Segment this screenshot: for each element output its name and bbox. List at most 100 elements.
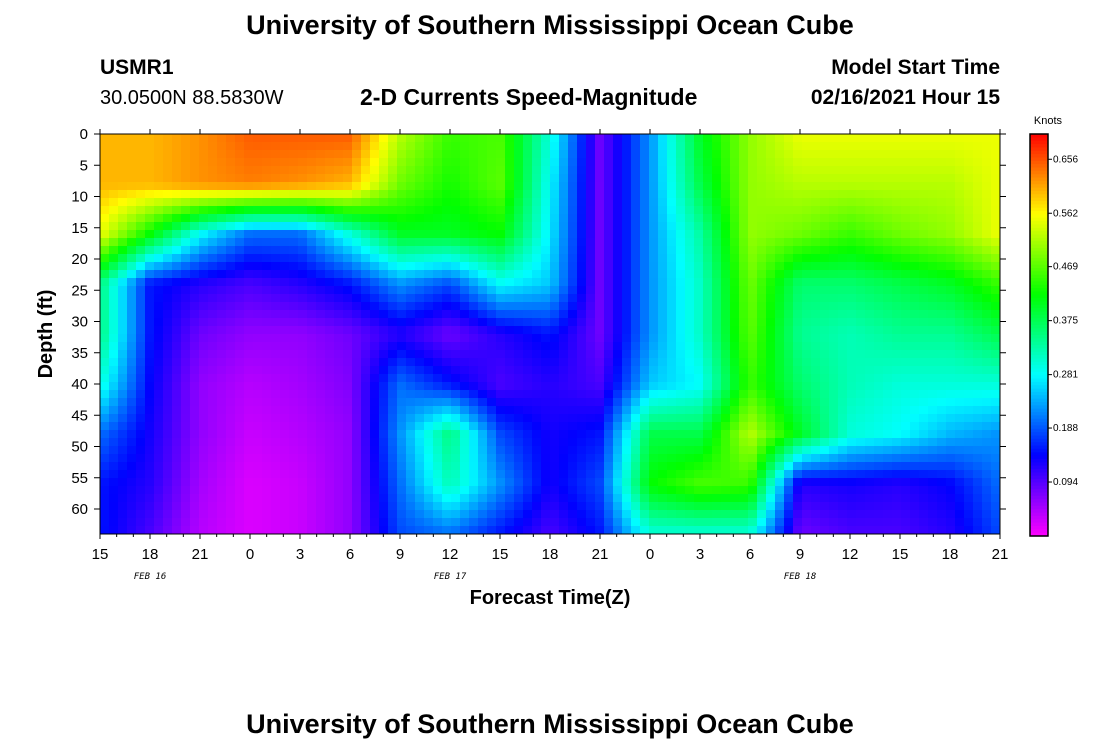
heatmap-cell [514, 174, 524, 183]
heatmap-cell [271, 278, 281, 287]
heatmap-cell [109, 254, 119, 263]
heatmap-cell [730, 326, 740, 335]
heatmap-cell [919, 230, 929, 239]
heatmap-cell [334, 318, 344, 327]
heatmap-cell [784, 462, 794, 471]
heatmap-cell [802, 382, 812, 391]
heatmap-cell [586, 406, 596, 415]
heatmap-cell [658, 486, 668, 495]
heatmap-cell [235, 214, 245, 223]
heatmap-cell [730, 214, 740, 223]
heatmap-cell [289, 358, 299, 367]
heatmap-cell [721, 462, 731, 471]
heatmap-cell [847, 446, 857, 455]
heatmap-cell [289, 134, 299, 143]
heatmap-cell [325, 350, 335, 359]
heatmap-cell [739, 326, 749, 335]
heatmap-cell [190, 510, 200, 519]
heatmap-cell [982, 326, 992, 335]
heatmap-cell [496, 254, 506, 263]
heatmap-cell [721, 382, 731, 391]
heatmap-cell [226, 350, 236, 359]
heatmap-cell [424, 438, 434, 447]
heatmap-cell [613, 502, 623, 511]
heatmap-cell [172, 270, 182, 279]
heatmap-cell [271, 174, 281, 183]
heatmap-cell [739, 350, 749, 359]
heatmap-cell [433, 206, 443, 215]
heatmap-cell [100, 190, 110, 199]
heatmap-cell [172, 214, 182, 223]
heatmap-cell [487, 350, 497, 359]
heatmap-cell [982, 478, 992, 487]
heatmap-cell [748, 182, 758, 191]
heatmap-cell [388, 454, 398, 463]
heatmap-cell [676, 206, 686, 215]
heatmap-cell [154, 350, 164, 359]
heatmap-cell [937, 478, 947, 487]
heatmap-cell [478, 174, 488, 183]
heatmap-cell [451, 366, 461, 375]
heatmap-cell [631, 446, 641, 455]
heatmap-cell [622, 446, 632, 455]
heatmap-cell [343, 398, 353, 407]
heatmap-cell [505, 366, 515, 375]
heatmap-cell [982, 406, 992, 415]
heatmap-cell [595, 166, 605, 175]
heatmap-cell [874, 470, 884, 479]
heatmap-cell [280, 182, 290, 191]
heatmap-cell [406, 382, 416, 391]
heatmap-cell [991, 302, 1000, 311]
heatmap-cell [901, 262, 911, 271]
heatmap-cell [415, 438, 425, 447]
heatmap-cell [865, 414, 875, 423]
heatmap-cell [316, 222, 326, 231]
heatmap-cell [253, 134, 263, 143]
heatmap-cell [568, 478, 578, 487]
heatmap-cell [532, 190, 542, 199]
heatmap-cell [694, 478, 704, 487]
heatmap-cell [901, 318, 911, 327]
heatmap-cell [136, 214, 146, 223]
heatmap-cell [487, 454, 497, 463]
heatmap-cell [793, 198, 803, 207]
heatmap-cell [856, 238, 866, 247]
heatmap-cell [271, 390, 281, 399]
heatmap-cell [532, 350, 542, 359]
heatmap-cell [829, 142, 839, 151]
heatmap-cell [685, 358, 695, 367]
heatmap-cell [640, 502, 650, 511]
heatmap-cell [442, 478, 452, 487]
heatmap-cell [505, 494, 515, 503]
heatmap-cell [577, 430, 587, 439]
heatmap-cell [640, 422, 650, 431]
heatmap-cell [469, 246, 479, 255]
heatmap-cell [343, 238, 353, 247]
heatmap-cell [829, 334, 839, 343]
heatmap-cell [541, 326, 551, 335]
heatmap-cell [496, 334, 506, 343]
heatmap-cell [775, 430, 785, 439]
heatmap-cell [919, 286, 929, 295]
heatmap-cell [595, 286, 605, 295]
heatmap-cell [163, 358, 173, 367]
heatmap-cell [163, 270, 173, 279]
heatmap-cell [685, 470, 695, 479]
heatmap-cell [316, 214, 326, 223]
heatmap-cell [397, 174, 407, 183]
heatmap-cell [721, 390, 731, 399]
heatmap-cell [964, 238, 974, 247]
heatmap-cell [694, 190, 704, 199]
heatmap-cell [424, 318, 434, 327]
heatmap-cell [703, 174, 713, 183]
heatmap-cell [721, 310, 731, 319]
heatmap-cell [226, 270, 236, 279]
heatmap-cell [514, 486, 524, 495]
heatmap-cell [694, 430, 704, 439]
heatmap-cell [370, 294, 380, 303]
heatmap-cell [271, 246, 281, 255]
heatmap-cell [586, 382, 596, 391]
heatmap-cell [757, 430, 767, 439]
heatmap-cell [694, 470, 704, 479]
heatmap-cell [505, 294, 515, 303]
